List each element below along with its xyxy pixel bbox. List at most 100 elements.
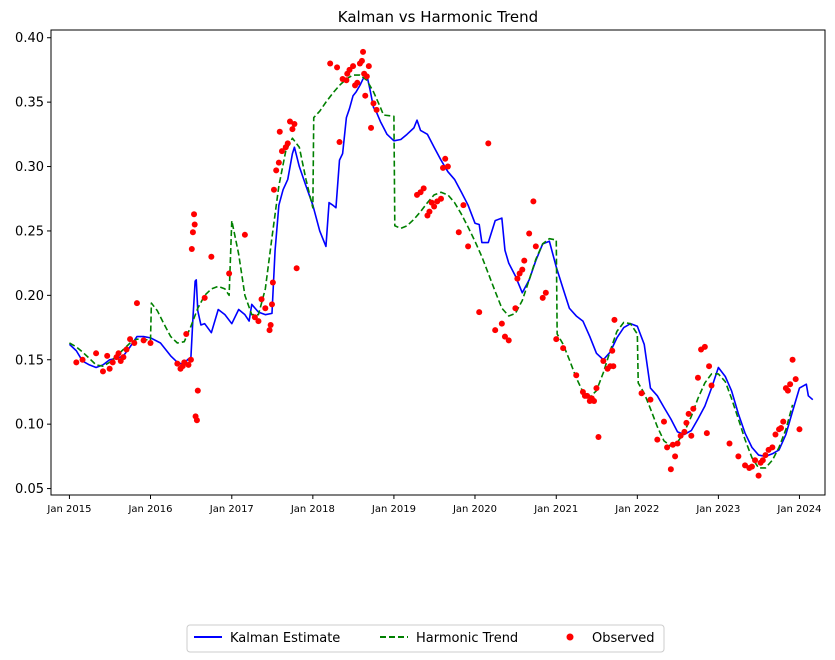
observed-point <box>278 148 285 155</box>
observed-point <box>476 309 483 316</box>
observed-point <box>573 372 580 379</box>
observed-point <box>193 417 200 424</box>
observed-point <box>701 343 708 350</box>
x-tick-label: Jan 2024 <box>776 504 821 515</box>
observed-point <box>778 425 785 432</box>
observed-point <box>363 73 370 80</box>
observed-point <box>174 360 181 367</box>
observed-point <box>512 305 519 312</box>
x-axis: Jan 2015 Jan 2016 Jan 2017 Jan 2018 Jan 2019… <box>46 495 821 515</box>
x-tick-label: Jan 2016 <box>127 504 172 515</box>
observed-point <box>706 363 713 370</box>
observed-point <box>373 106 380 113</box>
legend-observed-swatch <box>566 633 574 641</box>
observed-point <box>542 289 549 296</box>
harmonic-trend-line <box>69 74 794 469</box>
observed-point <box>584 392 591 399</box>
observed-point <box>638 390 645 397</box>
observed-point <box>595 434 602 441</box>
observed-point <box>690 405 697 412</box>
observed-point <box>226 270 233 277</box>
observed-point <box>127 336 134 343</box>
observed-point <box>346 66 353 73</box>
chart-title: Kalman vs Harmonic Trend <box>338 8 538 26</box>
legend-observed-label: Observed <box>592 631 655 646</box>
observed-point <box>611 316 618 323</box>
observed-point <box>787 381 794 388</box>
x-tick-label: Jan 2021 <box>533 504 578 515</box>
observed-point <box>284 140 291 147</box>
observed-point <box>350 63 357 70</box>
observed-point <box>772 431 779 438</box>
observed-point <box>532 243 539 250</box>
x-tick-label: Jan 2020 <box>452 504 497 515</box>
observed-point <box>258 296 265 303</box>
observed-point <box>147 340 154 347</box>
legend: Kalman Estimate Harmonic Trend Observed <box>186 624 665 653</box>
observed-point <box>268 301 275 308</box>
observed-point <box>368 124 375 131</box>
y-tick-label: 0.30 <box>15 160 44 175</box>
observed-point <box>685 410 692 417</box>
observed-point <box>759 457 766 464</box>
observed-point <box>131 340 138 347</box>
observed-point <box>694 374 701 381</box>
observed-point <box>120 354 127 361</box>
observed-point <box>194 387 201 394</box>
x-tick-label: Jan 2019 <box>371 504 416 515</box>
observed-point <box>708 382 715 389</box>
observed-point <box>669 441 676 448</box>
observed-point <box>201 294 208 301</box>
observed-point <box>183 330 190 337</box>
observed-point <box>703 430 710 437</box>
observed-point <box>188 245 195 252</box>
observed-point <box>241 231 248 238</box>
series-group <box>68 48 814 479</box>
y-tick-label: 0.20 <box>15 289 44 304</box>
observed-point <box>610 363 617 370</box>
observed-point <box>514 275 521 282</box>
observed-point <box>460 202 467 209</box>
observed-point <box>270 186 277 193</box>
observed-point <box>780 418 787 425</box>
observed-point <box>358 57 365 64</box>
observed-point <box>266 327 273 334</box>
observed-point <box>505 337 512 344</box>
observed-point <box>539 294 546 301</box>
legend-kalman-label: Kalman Estimate <box>230 631 340 646</box>
observed-point <box>591 397 598 404</box>
observed-point <box>455 229 462 236</box>
observed-point <box>267 321 274 328</box>
observed-point <box>362 92 369 99</box>
observed-point <box>365 63 372 70</box>
observed-point <box>681 428 688 435</box>
observed-point <box>664 444 671 451</box>
observed-point <box>519 266 526 273</box>
observed-point <box>262 305 269 312</box>
observed-point <box>521 257 528 264</box>
observed-point <box>792 376 799 383</box>
plot-area <box>68 48 814 479</box>
observed-point <box>688 432 695 439</box>
observed-point <box>789 356 796 363</box>
observed-point <box>106 365 113 372</box>
observed-point <box>99 368 106 375</box>
observed-point <box>93 350 100 357</box>
observed-point <box>191 211 198 218</box>
observed-point <box>752 457 759 464</box>
observed-point <box>420 185 427 192</box>
observed-point <box>526 230 533 237</box>
observed-point <box>273 167 280 174</box>
y-tick-label: 0.25 <box>15 224 44 239</box>
observed-point <box>189 229 196 236</box>
observed-point <box>133 300 140 307</box>
observed-point <box>336 139 343 146</box>
observed-point <box>140 337 147 344</box>
observed-point <box>208 253 215 260</box>
x-tick-label: Jan 2023 <box>695 504 740 515</box>
observed-point <box>654 436 661 443</box>
observed-point <box>334 64 341 71</box>
y-tick-label: 0.05 <box>15 482 44 497</box>
observed-point <box>784 387 791 394</box>
